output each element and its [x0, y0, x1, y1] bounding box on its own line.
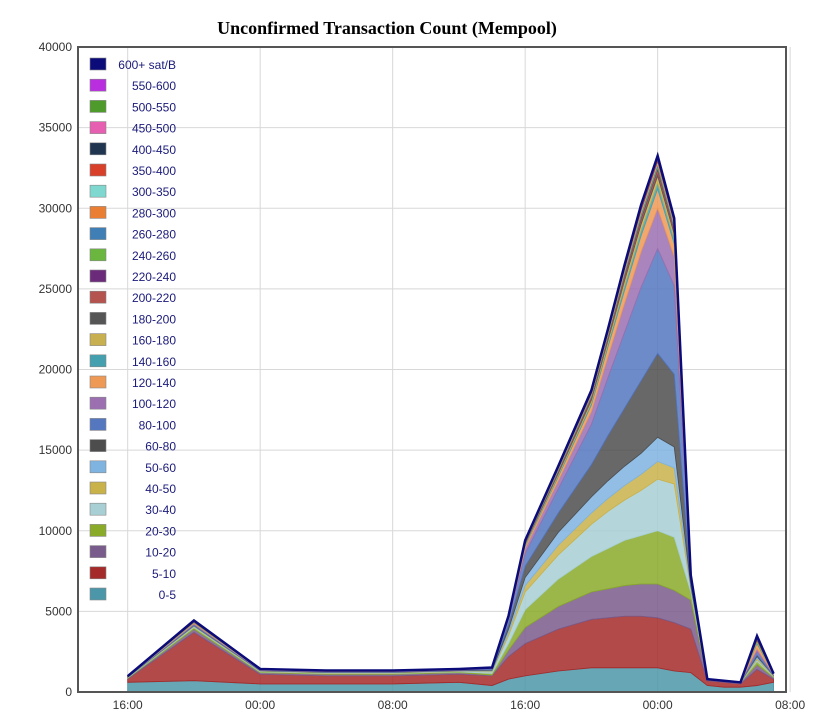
y-tick-label: 25000	[39, 282, 73, 296]
legend-label: 60-80	[145, 440, 176, 454]
plot-frame	[77, 46, 787, 693]
legend-swatch	[89, 57, 107, 71]
legend-label: 500-550	[132, 100, 176, 114]
legend-swatch	[89, 290, 107, 304]
legend-swatch	[89, 439, 107, 452]
legend-label: 400-450	[132, 143, 176, 157]
legend-swatch	[89, 545, 107, 558]
legend-label: 30-40	[145, 503, 176, 517]
legend-swatch	[89, 269, 107, 283]
legend-swatch	[89, 418, 107, 431]
legend-swatch	[89, 524, 107, 537]
legend-swatch	[89, 100, 107, 113]
legend-label: 180-200	[132, 312, 176, 326]
legend-label: 350-400	[132, 164, 176, 178]
legend-label: 450-500	[132, 122, 176, 136]
legend-swatch	[89, 248, 107, 262]
legend-swatch	[89, 375, 107, 389]
y-tick-label: 30000	[39, 201, 73, 215]
legend-label: 300-350	[132, 185, 176, 199]
legend-swatch	[89, 184, 107, 198]
x-tick-label: 00:00	[245, 698, 275, 712]
y-axis: 0 5000 10000 15000 20000 25000 30000 35000 40000	[39, 40, 73, 699]
total-envelope-line	[126, 151, 775, 684]
legend-label: 120-140	[132, 376, 176, 390]
legend-label: 100-120	[132, 397, 176, 411]
legend-swatch	[89, 396, 107, 410]
x-tick-label: 08:00	[378, 698, 408, 712]
y-tick-label: 5000	[45, 604, 72, 618]
legend-label: 220-240	[132, 270, 176, 284]
legend-swatch	[89, 354, 107, 368]
legend: 600+ sat/B 550-600 500-550 450-500 400-450 35…	[89, 57, 177, 602]
legend-label: 240-260	[132, 249, 176, 263]
legend-swatch	[89, 206, 107, 219]
y-tick-label: 20000	[39, 363, 73, 377]
legend-label: 550-600	[132, 79, 176, 93]
legend-swatch	[89, 566, 107, 580]
x-tick-label: 00:00	[643, 698, 673, 712]
x-axis: 16:00 00:00 08:00 16:00 00:00 08:00	[113, 698, 806, 712]
legend-label: 280-300	[132, 206, 176, 220]
x-tick-label: 16:00	[510, 698, 540, 712]
legend-label: 260-280	[132, 228, 176, 242]
legend-label: 600+ sat/B	[118, 58, 176, 72]
legend-swatch	[89, 460, 107, 474]
y-tick-label: 0	[65, 685, 72, 699]
legend-swatch	[89, 333, 107, 346]
legend-swatch	[89, 121, 107, 134]
legend-label: 20-30	[145, 524, 176, 538]
x-tick-label: 16:00	[113, 698, 143, 712]
legend-label: 160-180	[132, 334, 176, 348]
legend-label: 50-60	[145, 461, 176, 475]
legend-label: 80-100	[139, 418, 177, 432]
legend-label: 5-10	[152, 567, 176, 581]
legend-swatch	[89, 481, 107, 495]
y-tick-label: 15000	[39, 443, 73, 457]
legend-swatch	[89, 142, 107, 156]
y-tick-label: 35000	[39, 121, 73, 135]
chart-title: Unconfirmed Transaction Count (Mempool)	[217, 18, 557, 39]
legend-label: 200-220	[132, 291, 176, 305]
y-tick-label: 40000	[39, 40, 73, 54]
legend-label: 10-20	[145, 546, 176, 560]
legend-label: 140-160	[132, 355, 176, 369]
legend-swatch	[89, 78, 107, 92]
legend-label: 40-50	[145, 482, 176, 496]
legend-swatch	[89, 502, 107, 516]
legend-swatch	[89, 163, 107, 177]
legend-swatch	[89, 312, 107, 325]
x-tick-label: 08:00	[775, 698, 805, 712]
y-tick-label: 10000	[39, 524, 73, 538]
legend-label: 0-5	[159, 588, 177, 602]
legend-swatch	[89, 587, 107, 601]
legend-swatch	[89, 227, 107, 240]
